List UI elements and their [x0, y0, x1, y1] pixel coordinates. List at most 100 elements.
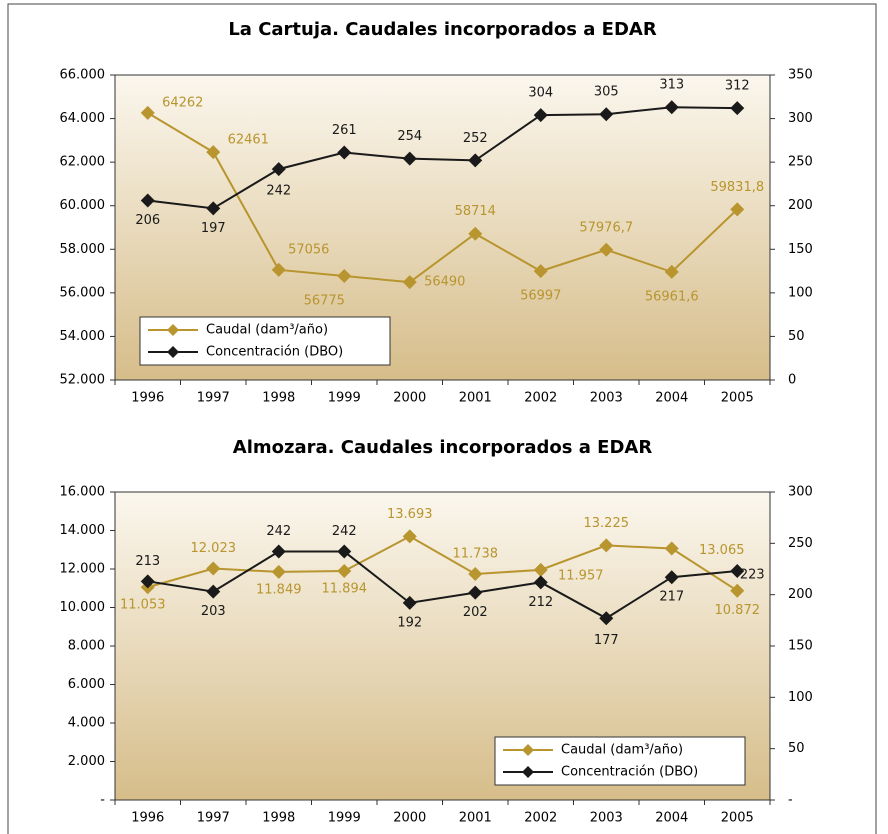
x-tick-label: 1999 [328, 811, 361, 826]
x-tick-label: 2002 [524, 811, 557, 826]
data-label: 13.693 [387, 507, 433, 522]
y2-tick-label: 200 [788, 587, 813, 602]
y2-tick-label: 200 [788, 198, 813, 213]
y2-tick-label: 150 [788, 639, 813, 654]
data-label: 58714 [455, 204, 496, 219]
y2-tick-label: 300 [788, 111, 813, 126]
data-label: 261 [332, 123, 357, 138]
marker [533, 108, 548, 123]
y2-tick-label: 50 [788, 741, 805, 756]
marker [271, 544, 286, 559]
marker [402, 151, 417, 166]
marker [730, 101, 745, 116]
x-tick-label: 2003 [590, 391, 623, 406]
marker [730, 583, 745, 598]
data-label: 305 [594, 85, 619, 100]
marker [337, 268, 352, 283]
marker [599, 242, 614, 257]
marker [206, 584, 221, 599]
y2-tick-label: 100 [788, 690, 813, 705]
data-label: 11.894 [322, 582, 368, 597]
data-label: 252 [463, 131, 488, 146]
x-tick-label: 2001 [459, 391, 492, 406]
x-tick-label: 2000 [393, 391, 426, 406]
y-tick-label: 58.000 [60, 242, 106, 257]
y-tick-label: 52.000 [60, 373, 106, 388]
marker [206, 201, 221, 216]
y-tick-label: 62.000 [60, 155, 106, 170]
data-label: 242 [266, 184, 291, 199]
marker [468, 226, 483, 241]
y-tick-label: 64.000 [60, 111, 106, 126]
legend-box [494, 736, 746, 786]
data-label: 64262 [162, 95, 203, 110]
data-label: 57056 [288, 242, 329, 257]
y2-tick-label: 150 [788, 242, 813, 257]
marker [140, 574, 155, 589]
series-line [147, 106, 738, 210]
data-label: 56997 [520, 289, 561, 304]
marker [599, 611, 614, 626]
chart-title: La Cartuja. Caudales incorporados a EDAR [228, 19, 657, 40]
y2-tick-label: 350 [788, 68, 813, 83]
marker [468, 567, 483, 582]
y2-tick-label: 250 [788, 155, 813, 170]
y2-tick-label: 50 [788, 329, 805, 344]
data-label: 11.957 [558, 568, 604, 583]
legend-label: Caudal (dam³/año) [561, 743, 683, 758]
marker [271, 162, 286, 177]
marker [206, 561, 221, 576]
legend-marker [167, 324, 179, 336]
y-tick-label: 8.000 [68, 639, 105, 654]
x-tick-label: 1997 [197, 391, 230, 406]
x-tick-label: 1997 [197, 811, 230, 826]
x-tick-label: 1996 [131, 391, 164, 406]
marker [664, 100, 679, 115]
x-tick-label: 1998 [262, 811, 295, 826]
legend-label: Concentración (DBO) [206, 345, 343, 360]
y2-tick-label: 250 [788, 536, 813, 551]
y-tick-label: 2.000 [68, 754, 105, 769]
y2-tick-label: 0 [788, 373, 796, 388]
marker [206, 145, 221, 160]
data-label: 62461 [228, 133, 269, 148]
y-tick-label: 10.000 [60, 600, 106, 615]
x-tick-label: 2002 [524, 391, 557, 406]
data-label: 202 [463, 605, 488, 620]
data-label: 313 [659, 78, 684, 93]
data-label: 242 [266, 524, 291, 539]
chart-title: Almozara. Caudales incorporados a EDAR [233, 437, 653, 458]
y-tick-label: 56.000 [60, 285, 106, 300]
marker [599, 538, 614, 553]
legend-marker [522, 744, 534, 756]
y-tick-label: 4.000 [68, 716, 105, 731]
data-label: 11.738 [453, 547, 499, 562]
marker [664, 570, 679, 585]
series-line [147, 550, 738, 620]
legend-marker [167, 346, 179, 358]
x-tick-label: 1999 [328, 391, 361, 406]
data-label: 56961,6 [645, 289, 699, 304]
marker [533, 575, 548, 590]
marker [140, 193, 155, 208]
data-label: 254 [397, 129, 422, 144]
marker [664, 541, 679, 556]
marker [337, 564, 352, 579]
data-label: 242 [332, 524, 357, 539]
y-tick-label: 66.000 [60, 68, 106, 83]
marker [337, 544, 352, 559]
y-tick-label: 6.000 [68, 677, 105, 692]
series-line [147, 535, 738, 592]
data-label: 10.872 [715, 603, 761, 618]
y2-tick-label: 100 [788, 285, 813, 300]
data-label: 206 [135, 213, 160, 228]
y-tick-label: - [100, 793, 105, 808]
data-label: 217 [659, 590, 684, 605]
x-tick-label: 2004 [655, 391, 688, 406]
marker [730, 564, 745, 579]
marker [271, 262, 286, 277]
y-tick-label: 54.000 [60, 329, 106, 344]
data-label: 197 [201, 221, 226, 236]
data-label: 203 [201, 604, 226, 619]
